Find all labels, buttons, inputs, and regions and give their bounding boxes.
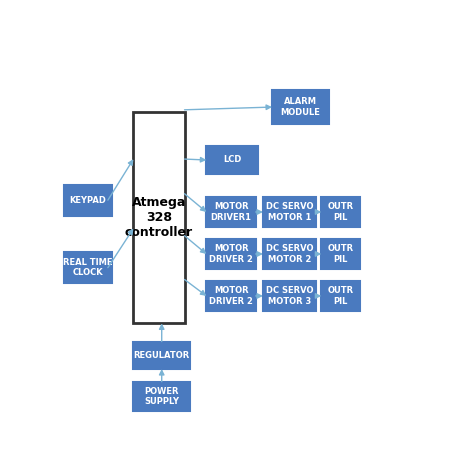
Text: ALARM
MODULE: ALARM MODULE <box>281 97 320 117</box>
Text: DC SERVO
MOTOR 1: DC SERVO MOTOR 1 <box>266 202 313 222</box>
FancyBboxPatch shape <box>206 197 255 227</box>
Text: OUTR
PIL: OUTR PIL <box>328 244 354 264</box>
Text: MOTOR
DRIVER 2: MOTOR DRIVER 2 <box>209 244 253 264</box>
FancyBboxPatch shape <box>321 239 360 269</box>
Text: DC SERVO
MOTOR 2: DC SERVO MOTOR 2 <box>266 244 313 264</box>
FancyBboxPatch shape <box>263 282 316 310</box>
FancyBboxPatch shape <box>263 239 316 269</box>
Text: POWER
SUPPLY: POWER SUPPLY <box>144 387 179 406</box>
FancyBboxPatch shape <box>133 382 190 411</box>
Text: OUTR
PIL: OUTR PIL <box>328 202 354 222</box>
Text: OUTR
PIL: OUTR PIL <box>328 286 354 306</box>
FancyBboxPatch shape <box>321 282 360 310</box>
FancyBboxPatch shape <box>272 90 328 124</box>
Text: Atmega
328
controller: Atmega 328 controller <box>125 196 193 239</box>
Text: KEYPAD: KEYPAD <box>69 196 106 205</box>
Text: MOTOR
DRIVER1: MOTOR DRIVER1 <box>210 202 252 222</box>
FancyBboxPatch shape <box>206 282 255 310</box>
Text: MOTOR
DRIVER 2: MOTOR DRIVER 2 <box>209 286 253 306</box>
FancyBboxPatch shape <box>263 197 316 227</box>
Text: REAL TIME
CLOCK: REAL TIME CLOCK <box>63 258 112 277</box>
Text: REGULATOR: REGULATOR <box>134 351 190 360</box>
FancyBboxPatch shape <box>206 146 257 173</box>
Text: DC SERVO
MOTOR 3: DC SERVO MOTOR 3 <box>266 286 313 306</box>
FancyBboxPatch shape <box>133 342 190 369</box>
FancyBboxPatch shape <box>133 112 184 323</box>
FancyBboxPatch shape <box>64 252 111 283</box>
Text: LCD: LCD <box>223 155 241 164</box>
FancyBboxPatch shape <box>321 197 360 227</box>
FancyBboxPatch shape <box>206 239 255 269</box>
FancyBboxPatch shape <box>64 185 111 216</box>
